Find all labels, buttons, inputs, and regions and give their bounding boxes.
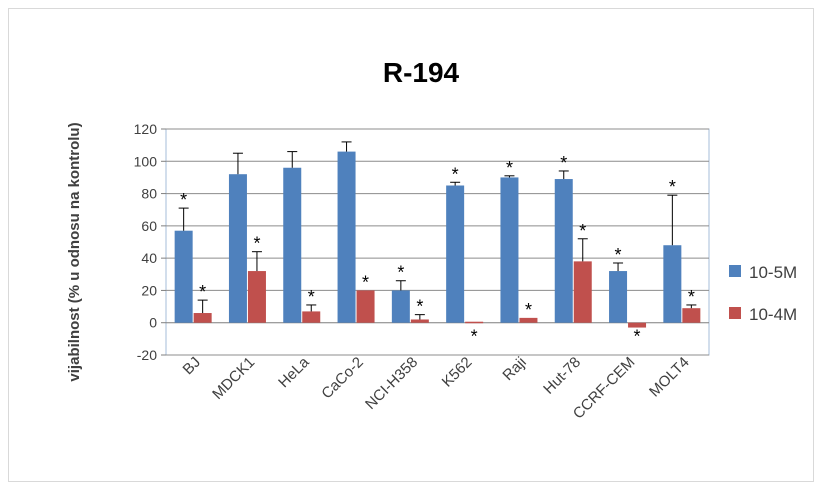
plot-area [165, 128, 710, 356]
x-tick-label: NCI-H358 [362, 354, 421, 413]
significance-mark: * [634, 327, 641, 347]
bar-series2 [302, 311, 321, 323]
x-tick-label: HeLa [275, 353, 313, 391]
x-tick-label: MOLT4 [646, 354, 693, 401]
significance-mark: * [362, 272, 369, 292]
x-tick-label: CaCo-2 [318, 354, 367, 403]
significance-mark: * [560, 153, 567, 173]
bar-series2 [573, 261, 592, 323]
significance-mark: * [253, 234, 260, 254]
bar-series2 [628, 322, 647, 328]
significance-mark: * [688, 287, 695, 307]
bar-series1 [391, 290, 410, 323]
bar-series2 [247, 271, 266, 323]
significance-mark: * [416, 297, 423, 317]
significance-mark: * [452, 164, 459, 184]
x-tick-label: MDCK1 [209, 354, 258, 403]
significance-mark: * [199, 282, 206, 302]
x-tick-label: BJ [180, 354, 204, 378]
significance-mark: * [397, 263, 404, 283]
bar-series1 [283, 167, 302, 323]
bar-series1 [500, 177, 519, 323]
bar-chart: R-194 vijabilnost (% u odnosu na kontrolu… [66, 57, 797, 422]
bar-series1 [554, 179, 573, 323]
significance-mark: * [308, 287, 315, 307]
legend-label: 10-4M [749, 305, 797, 324]
y-tick-label: 120 [134, 121, 158, 137]
legend-swatch [729, 307, 741, 319]
legend-label: 10-5M [749, 263, 797, 282]
significance-mark: * [615, 245, 622, 265]
x-tick-label: Hut-78 [540, 354, 584, 398]
bar-series2 [519, 317, 538, 323]
bar-series2 [465, 321, 484, 324]
significance-mark: * [180, 190, 187, 210]
y-tick-label: 40 [141, 250, 157, 266]
y-tick-label: 60 [141, 218, 157, 234]
y-tick-label: 100 [134, 153, 158, 169]
bar-series2 [356, 290, 375, 323]
significance-mark: * [669, 177, 676, 197]
bar-series1 [337, 151, 356, 323]
significance-mark: * [579, 221, 586, 241]
x-tick-label: K562 [439, 354, 476, 391]
significance-mark: * [506, 158, 513, 178]
bar-series2 [193, 313, 212, 323]
y-tick-label: 80 [141, 186, 157, 202]
y-axis-label: vijabilnost (% u odnosu na kontrolu) [66, 122, 83, 381]
bar-series1 [228, 174, 247, 323]
bar-series1 [663, 245, 682, 323]
chart-title: R-194 [383, 57, 460, 88]
y-tick-label: 20 [141, 282, 157, 298]
bar-series2 [682, 308, 701, 323]
y-tick-label: -20 [137, 347, 157, 363]
bar-series2 [410, 319, 429, 323]
bar-series1 [174, 230, 193, 323]
y-tick-label: 0 [149, 315, 157, 331]
significance-mark: * [525, 300, 532, 320]
legend-swatch [729, 265, 741, 277]
bar-series1 [446, 185, 465, 323]
significance-mark: * [471, 327, 478, 347]
chart-frame: R-194 vijabilnost (% u odnosu na kontrolu… [8, 8, 814, 482]
bar-series1 [609, 271, 628, 323]
x-tick-label: Raji [499, 354, 529, 384]
